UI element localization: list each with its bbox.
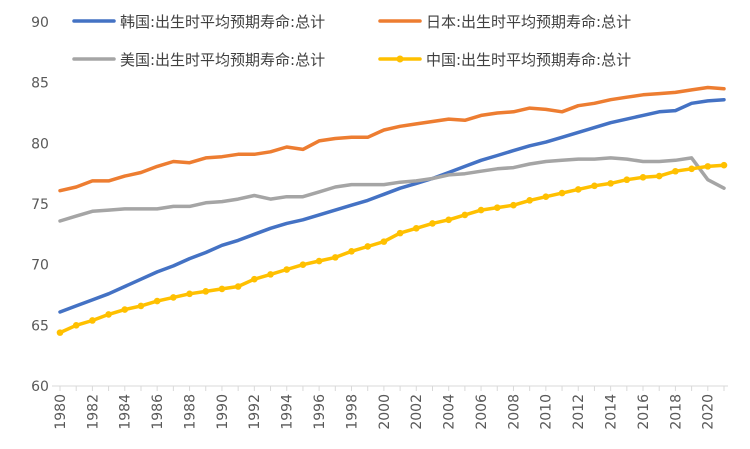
data-point	[299, 261, 307, 268]
legend-marker	[396, 55, 404, 63]
x-tick-label: 1996	[312, 394, 328, 430]
data-point	[704, 163, 712, 170]
x-tick-label: 2016	[636, 394, 652, 430]
data-point	[202, 288, 210, 295]
data-point	[380, 238, 388, 245]
legend-label: 韩国:出生时平均预期寿命:总计	[120, 13, 325, 31]
data-point	[461, 211, 469, 219]
data-point	[105, 311, 112, 318]
x-tick-label: 1980	[53, 394, 69, 430]
x-tick-label: 2002	[409, 394, 425, 430]
legend-entry: 韩国:出生时平均预期寿命:总计	[72, 13, 325, 31]
data-point	[574, 186, 582, 193]
x-tick-label: 2018	[668, 394, 684, 430]
x-tick-label: 2008	[506, 394, 522, 430]
y-tick-label: 70	[31, 258, 49, 274]
data-point	[137, 302, 145, 310]
data-point	[558, 189, 566, 197]
y-tick-label: 85	[31, 76, 49, 92]
data-point	[526, 197, 533, 204]
x-tick-label: 1982	[85, 394, 101, 430]
y-axis: 60 65 70 75 80 85 90	[31, 15, 49, 395]
data-point	[396, 229, 404, 237]
x-tick-label: 2012	[571, 394, 587, 430]
legend-label: 中国:出生时平均预期寿命:总计	[426, 51, 631, 69]
data-point	[364, 243, 372, 250]
data-point	[153, 297, 161, 305]
data-point	[72, 322, 80, 329]
data-point	[332, 254, 339, 261]
x-axis: 1980 1982 1984 1986 1988 1990 1992 1994 1996 1998…	[52, 385, 728, 430]
data-point	[607, 180, 614, 187]
x-tick-label: 2020	[701, 394, 717, 430]
data-point	[315, 257, 323, 265]
y-tick-label: 65	[31, 318, 49, 334]
data-point	[623, 176, 631, 184]
y-tick-label: 90	[31, 15, 49, 31]
data-point	[591, 182, 598, 190]
data-point	[720, 161, 728, 169]
data-point	[283, 266, 291, 273]
x-tick-label: 1986	[150, 394, 166, 430]
series-line-0	[58, 97, 726, 314]
x-tick-label: 2014	[604, 394, 620, 430]
x-tick-label: 1994	[280, 394, 296, 430]
data-point	[251, 275, 258, 283]
data-point	[445, 216, 452, 224]
plot-area	[56, 85, 728, 336]
series-line-2	[58, 156, 726, 223]
x-tick-label: 1990	[215, 394, 231, 430]
data-point	[218, 285, 226, 293]
data-point	[186, 290, 193, 298]
data-point	[234, 283, 242, 290]
data-point	[672, 167, 679, 175]
x-tick-label: 2006	[474, 394, 490, 430]
x-tick-label: 1988	[182, 394, 198, 430]
series-line-1	[58, 85, 726, 193]
data-point	[655, 172, 663, 180]
data-point	[493, 204, 501, 211]
data-point	[429, 220, 436, 227]
data-point	[639, 174, 647, 181]
data-point	[348, 248, 355, 255]
legend-entry: 中国:出生时平均预期寿命:总计	[378, 51, 631, 69]
data-point	[688, 165, 695, 173]
y-tick-label: 75	[31, 197, 49, 213]
x-tick-label: 1998	[344, 394, 360, 430]
x-tick-label: 1992	[247, 394, 263, 430]
data-point	[121, 306, 129, 313]
x-tick-label: 1984	[118, 394, 134, 430]
x-tick-label: 2004	[442, 394, 458, 430]
data-point	[89, 317, 96, 324]
y-tick-label: 80	[31, 136, 49, 152]
data-point	[510, 201, 517, 209]
x-tick-label: 2000	[377, 394, 393, 430]
data-point	[477, 206, 485, 214]
legend-label: 日本:出生时平均预期寿命:总计	[426, 13, 631, 31]
y-tick-label: 60	[31, 379, 49, 395]
legend-label: 美国:出生时平均预期寿命:总计	[120, 51, 325, 69]
legend-entry: 日本:出生时平均预期寿命:总计	[378, 13, 631, 31]
x-tick-label: 2010	[539, 394, 555, 430]
data-point	[56, 329, 64, 336]
data-point	[170, 294, 177, 301]
data-point	[412, 224, 420, 232]
data-point	[267, 271, 274, 278]
data-point	[542, 193, 550, 201]
legend-entry: 美国:出生时平均预期寿命:总计	[72, 51, 325, 69]
legend: 韩国:出生时平均预期寿命:总计 日本:出生时平均预期寿命:总计美国:出生时平均预期…	[72, 13, 631, 69]
